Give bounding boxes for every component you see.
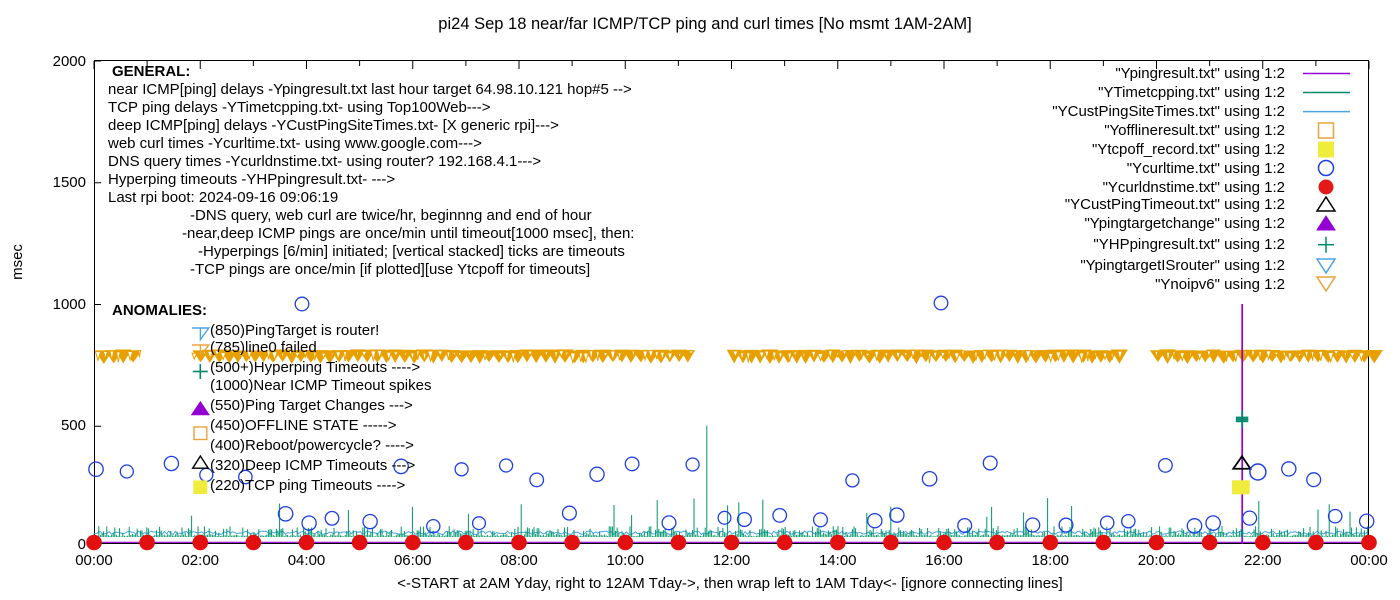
svg-text:<-START at 2AM Yday, right to: <-START at 2AM Yday, right to 12AM Tday-… [397, 575, 1062, 592]
svg-text:00:00: 00:00 [75, 552, 113, 569]
svg-text:"Yofflineresult.txt" using 1:2: "Yofflineresult.txt" using 1:2 [1104, 122, 1285, 139]
svg-text:"YCustPingSiteTimes.txt" using: "YCustPingSiteTimes.txt" using 1:2 [1052, 103, 1285, 120]
svg-text:(320)Deep ICMP Timeouts --->: (320)Deep ICMP Timeouts ---> [210, 457, 415, 474]
svg-text:"YHPpingresult.txt" using 1:2: "YHPpingresult.txt" using 1:2 [1093, 236, 1285, 253]
svg-text:"YCustPingTimeout.txt" using 1: "YCustPingTimeout.txt" using 1:2 [1065, 196, 1285, 213]
svg-text:Hyperping timeouts -YHPpingres: Hyperping timeouts -YHPpingresult.txt- -… [108, 171, 395, 188]
svg-text:02:00: 02:00 [181, 552, 219, 569]
svg-text:(400)Reboot/powercycle? ---->: (400)Reboot/powercycle? ----> [210, 437, 414, 454]
svg-text:1500: 1500 [53, 174, 86, 191]
svg-text:(550)Ping Target Changes --->: (550)Ping Target Changes ---> [210, 397, 413, 414]
svg-text:-DNS query, web curl are twice: -DNS query, web curl are twice/hr, begin… [190, 207, 592, 224]
svg-text:(450)OFFLINE STATE ----->: (450)OFFLINE STATE -----> [210, 417, 397, 434]
svg-text:TCP ping delays -YTimetcpping.: TCP ping delays -YTimetcpping.txt- using… [108, 99, 491, 116]
svg-text:14:00: 14:00 [819, 552, 857, 569]
svg-text:"Ynoipv6" using 1:2: "Ynoipv6" using 1:2 [1155, 276, 1285, 293]
svg-text:Last rpi boot: 2024-09-16 09:0: Last rpi boot: 2024-09-16 09:06:19 [108, 189, 338, 206]
svg-text:DNS query times -Ycurldnstime.: DNS query times -Ycurldnstime.txt- using… [108, 153, 541, 170]
svg-text:deep ICMP[ping] delays -YCustP: deep ICMP[ping] delays -YCustPingSiteTim… [108, 117, 559, 134]
svg-text:18:00: 18:00 [1031, 552, 1069, 569]
svg-text:ANOMALIES:: ANOMALIES: [112, 302, 207, 319]
svg-text:(500+)Hyperping Timeouts ---->: (500+)Hyperping Timeouts ----> [210, 359, 420, 376]
svg-text:"Ypingresult.txt" using 1:2: "Ypingresult.txt" using 1:2 [1115, 65, 1285, 82]
svg-text:04:00: 04:00 [288, 552, 326, 569]
svg-text:"YTimetcpping.txt" using 1:2: "YTimetcpping.txt" using 1:2 [1098, 84, 1285, 101]
svg-text:near ICMP[ping] delays -Ypingr: near ICMP[ping] delays -Ypingresult.txt … [108, 81, 632, 98]
svg-text:(1000)Near ICMP Timeout spikes: (1000)Near ICMP Timeout spikes [210, 377, 431, 394]
svg-text:(220)TCP ping Timeouts ---->: (220)TCP ping Timeouts ----> [210, 477, 405, 494]
svg-text:22:00: 22:00 [1244, 552, 1282, 569]
svg-text:00:00: 00:00 [1350, 552, 1388, 569]
svg-text:"Ycurldnstime.txt" using 1:2: "Ycurldnstime.txt" using 1:2 [1103, 179, 1285, 196]
svg-text:-near,deep ICMP pings are once: -near,deep ICMP pings are once/min until… [182, 225, 634, 242]
svg-text:pi24 Sep 18 near/far ICMP/TCP: pi24 Sep 18 near/far ICMP/TCP ping and c… [438, 15, 971, 33]
svg-text:msec: msec [9, 244, 26, 280]
svg-text:08:00: 08:00 [500, 552, 538, 569]
svg-text:500: 500 [61, 417, 86, 434]
svg-text:GENERAL:: GENERAL: [112, 63, 190, 80]
svg-text:"Ypingtargetchange" using 1:2: "Ypingtargetchange" using 1:2 [1084, 215, 1285, 232]
svg-text:"Ycurltime.txt" using 1:2: "Ycurltime.txt" using 1:2 [1127, 160, 1285, 177]
svg-text:2000: 2000 [53, 53, 86, 70]
svg-text:(785)line0 failed: (785)line0 failed [210, 339, 317, 356]
svg-text:"YpingtargetISrouter" using 1:: "YpingtargetISrouter" using 1:2 [1080, 257, 1285, 274]
svg-text:web curl times -Ycurltime.txt-: web curl times -Ycurltime.txt- using www… [107, 135, 482, 152]
svg-text:10:00: 10:00 [606, 552, 644, 569]
svg-text:(850)PingTarget is router!: (850)PingTarget is router! [210, 322, 379, 339]
svg-text:0: 0 [78, 536, 86, 553]
svg-text:-TCP pings are once/min [if pl: -TCP pings are once/min [if plotted][use… [190, 261, 590, 278]
svg-text:1000: 1000 [53, 296, 86, 313]
svg-text:12:00: 12:00 [713, 552, 751, 569]
svg-text:16:00: 16:00 [925, 552, 963, 569]
svg-text:06:00: 06:00 [394, 552, 432, 569]
svg-text:20:00: 20:00 [1138, 552, 1176, 569]
svg-text:"Ytcpoff_record.txt" using 1:2: "Ytcpoff_record.txt" using 1:2 [1092, 141, 1285, 158]
svg-text:-Hyperpings [6/min] initiated;: -Hyperpings [6/min] initiated; [vertical… [198, 243, 625, 260]
